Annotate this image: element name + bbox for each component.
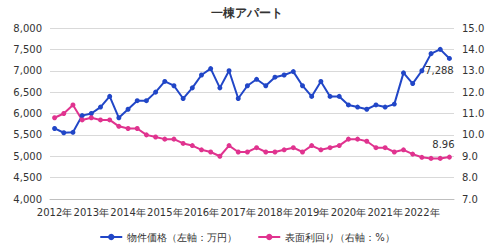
svg-text:8.96: 8.96 xyxy=(432,139,454,150)
svg-text:2017年: 2017年 xyxy=(221,207,256,218)
svg-text:2012年: 2012年 xyxy=(37,207,72,218)
svg-text:4,500: 4,500 xyxy=(13,172,42,183)
svg-text:13.0: 13.0 xyxy=(462,65,484,76)
svg-text:4,000: 4,000 xyxy=(13,194,42,205)
svg-text:2021年: 2021年 xyxy=(367,207,402,218)
svg-text:2020年: 2020年 xyxy=(331,207,366,218)
svg-text:15.0: 15.0 xyxy=(462,23,484,34)
svg-text:2019年: 2019年 xyxy=(294,207,329,218)
svg-text:6,000: 6,000 xyxy=(13,108,42,119)
svg-text:一棟アパート: 一棟アパート xyxy=(211,6,283,20)
svg-text:7,288: 7,288 xyxy=(425,65,454,76)
svg-text:8.0: 8.0 xyxy=(462,172,478,183)
svg-text:7,000: 7,000 xyxy=(13,65,42,76)
svg-text:10.0: 10.0 xyxy=(462,129,484,140)
svg-text:11.0: 11.0 xyxy=(462,108,484,119)
svg-text:6,500: 6,500 xyxy=(13,87,42,98)
svg-text:5,500: 5,500 xyxy=(13,129,42,140)
svg-text:5,000: 5,000 xyxy=(13,151,42,162)
svg-text:2022年: 2022年 xyxy=(404,207,439,218)
svg-text:物件価格（左軸：万円）: 物件価格（左軸：万円） xyxy=(127,232,237,243)
svg-text:2018年: 2018年 xyxy=(257,207,292,218)
svg-text:2013年: 2013年 xyxy=(74,207,109,218)
svg-text:8,000: 8,000 xyxy=(13,23,42,34)
svg-text:表面利回り（右軸：%）: 表面利回り（右軸：%） xyxy=(285,232,395,243)
svg-text:9.0: 9.0 xyxy=(462,151,478,162)
svg-text:14.0: 14.0 xyxy=(462,44,484,55)
svg-text:12.0: 12.0 xyxy=(462,87,484,98)
svg-text:2016年: 2016年 xyxy=(184,207,219,218)
svg-text:7,500: 7,500 xyxy=(13,44,42,55)
svg-text:2015年: 2015年 xyxy=(147,207,182,218)
svg-text:7.0: 7.0 xyxy=(462,194,478,205)
svg-text:2014年: 2014年 xyxy=(110,207,145,218)
